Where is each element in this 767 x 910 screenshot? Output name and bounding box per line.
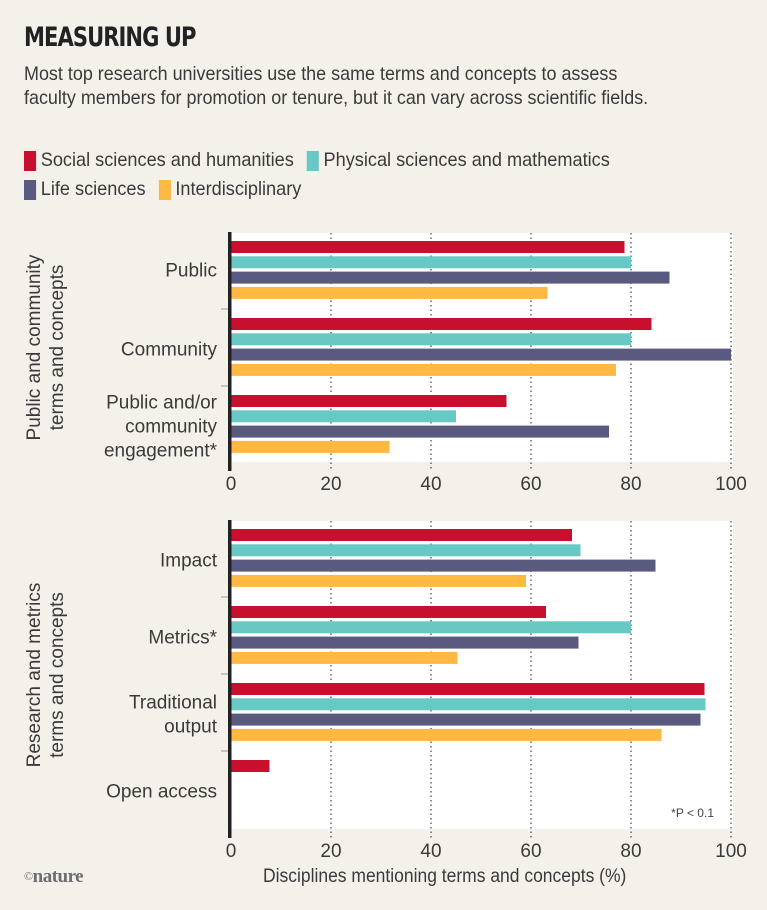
bar-public-series-0 [231, 241, 625, 253]
legend-item-life-sciences: Life sciences [24, 178, 146, 201]
chart-subtitle: Most top research universities use the s… [24, 63, 649, 109]
y-axis-line [228, 232, 232, 471]
bar-metrics-series-2 [231, 636, 579, 649]
x-tick-label: 0 [226, 841, 237, 862]
category-label: Open access [106, 782, 217, 803]
legend-item-physical-sciences: Physical sciences and mathematics [306, 149, 610, 172]
panel-y-label: terms and concepts [47, 265, 68, 431]
legend-swatch [24, 179, 37, 200]
bar-impact-series-2 [231, 559, 656, 572]
bar-public-series-3 [231, 286, 548, 299]
legend-swatch [306, 150, 319, 171]
x-tick-label: 20 [320, 841, 341, 862]
legend-label: Social sciences and humanities [40, 149, 294, 171]
footnote-annotation: *P < 0.1 [671, 806, 714, 820]
bar-public-and-or-community-engagement-series-3 [231, 440, 390, 453]
category-label: Community [121, 340, 218, 361]
plot-area [231, 521, 733, 829]
bar-impact-series-3 [231, 574, 526, 587]
x-tick-label: 60 [520, 841, 541, 862]
legend-item-interdisciplinary: Interdisciplinary [158, 178, 302, 201]
x-tick-label: 40 [420, 474, 441, 495]
bar-metrics-series-3 [231, 651, 458, 664]
plot-area [231, 233, 733, 462]
category-label: Public and/or [106, 393, 218, 414]
category-label: output [164, 717, 218, 738]
bar-public-and-or-community-engagement-series-0 [231, 395, 507, 407]
x-tick-label: 0 [226, 474, 237, 495]
x-tick-label: 20 [320, 474, 341, 495]
bar-community-series-0 [231, 318, 652, 330]
x-tick-label: 60 [520, 474, 541, 495]
legend-swatch [158, 179, 171, 200]
legend-label: Interdisciplinary [175, 178, 302, 200]
x-axis-label: Disciplines mentioning terms and concept… [263, 866, 627, 887]
bar-community-series-1 [231, 333, 631, 346]
panel-y-label: Public and community [24, 254, 45, 440]
bar-traditional-output-series-2 [231, 713, 701, 726]
legend-item-social-sciences: Social sciences and humanities [24, 149, 294, 172]
logo-text: nature [32, 866, 84, 887]
bar-public-series-1 [231, 256, 631, 269]
legend: Social sciences and humanities Physical … [24, 146, 764, 204]
nature-logo: ©nature [24, 866, 84, 888]
chart-title: MEASURING UP [24, 22, 196, 53]
category-label: engagement* [104, 441, 218, 462]
bar-community-series-3 [231, 363, 616, 376]
legend-swatch [24, 150, 37, 171]
x-tick-label: 40 [420, 841, 441, 862]
category-label: Public [165, 261, 217, 282]
bar-public-series-2 [231, 271, 670, 284]
panel-y-label: Research and metrics [24, 583, 45, 768]
copyright-icon: © [24, 869, 33, 883]
bar-traditional-output-series-3 [231, 728, 662, 741]
x-tick-label: 100 [715, 841, 747, 862]
x-tick-label: 80 [620, 841, 641, 862]
category-label: community [125, 417, 217, 438]
category-label: Metrics* [148, 628, 217, 649]
bar-traditional-output-series-0 [231, 683, 705, 695]
bar-metrics-series-1 [231, 621, 631, 634]
category-label: Traditional [129, 693, 217, 714]
panel-y-label: terms and concepts [47, 592, 68, 758]
bar-impact-series-1 [231, 544, 581, 557]
x-tick-label: 80 [620, 474, 641, 495]
bar-open-access-series-0 [231, 760, 270, 772]
bar-impact-series-0 [231, 529, 572, 541]
bar-public-and-or-community-engagement-series-2 [231, 425, 609, 438]
category-label: Impact [160, 551, 218, 572]
legend-label: Life sciences [40, 178, 146, 200]
y-axis-line [228, 520, 232, 838]
x-tick-label: 100 [715, 474, 747, 495]
bar-metrics-series-0 [231, 606, 546, 618]
bar-public-and-or-community-engagement-series-1 [231, 410, 456, 423]
legend-label: Physical sciences and mathematics [323, 149, 610, 171]
bar-traditional-output-series-1 [231, 698, 706, 711]
bar-community-series-2 [231, 348, 731, 361]
